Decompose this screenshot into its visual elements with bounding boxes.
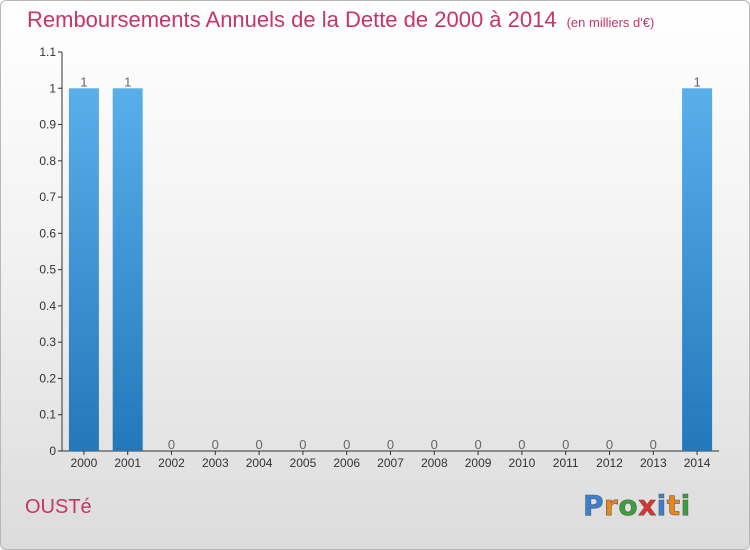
bar-2001 [112, 88, 143, 451]
axes: 0 0.1 0.2 0.3 0.4 0.5 0.6 0.7 0.8 0.9 1 1.1 2000 2001… [39, 45, 719, 470]
logo-letter: o [618, 489, 639, 523]
x-tick-label: 2009 [465, 456, 492, 470]
logo-letter: i [656, 489, 667, 523]
chart-title-text: Remboursements Annuels de la Dette de 20… [27, 7, 557, 32]
y-tick-label: 0.1 [39, 408, 56, 422]
x-tick-label: 2013 [640, 456, 667, 470]
data-label: 0 [562, 437, 569, 452]
y-tick-label: 0.9 [39, 118, 56, 132]
data-label: 0 [650, 437, 657, 452]
x-tick-label: 2002 [158, 456, 185, 470]
logo-letter: r [604, 489, 619, 523]
logo-letter: P [583, 489, 605, 523]
y-tick-label: 0.3 [39, 335, 56, 349]
y-tick-label: 0.2 [39, 371, 56, 385]
y-tick-label: 1 [49, 81, 56, 95]
y-tick-label: 0.6 [39, 226, 56, 240]
x-tick-label: 2014 [684, 456, 711, 470]
data-label: 0 [212, 437, 219, 452]
data-label: 0 [168, 437, 175, 452]
proxiti-logo: Proxiti [583, 489, 691, 523]
y-tick-label: 1.1 [39, 45, 56, 59]
data-label: 0 [299, 437, 306, 452]
x-tick-label: 2010 [509, 456, 536, 470]
y-tick-label: 0.7 [39, 190, 56, 204]
bars [68, 88, 713, 451]
y-tick-label: 0.4 [39, 299, 56, 313]
x-tick-label: 2005 [290, 456, 317, 470]
logo-letter: t [666, 489, 681, 523]
data-label: 0 [255, 437, 262, 452]
data-labels: 1 1 0 0 0 0 0 0 0 0 0 0 0 0 1 [80, 74, 700, 452]
x-tick-label: 2011 [553, 456, 579, 470]
x-tick-label: 2003 [202, 456, 229, 470]
data-label: 1 [693, 74, 700, 89]
data-label: 0 [343, 437, 350, 452]
x-tick-label: 2007 [377, 456, 404, 470]
x-tick-label: 2006 [333, 456, 360, 470]
y-tick-label: 0 [49, 444, 56, 458]
y-tick-label: 0.8 [39, 154, 56, 168]
data-label: 0 [606, 437, 613, 452]
chart-unit: (en milliers d'€) [566, 15, 655, 30]
logo-letter: x [638, 489, 657, 523]
x-tick-label: 2000 [71, 456, 98, 470]
data-label: 1 [124, 74, 131, 89]
x-tick-label: 2012 [596, 456, 623, 470]
bar-2014 [682, 88, 713, 451]
x-tick-label: 2001 [114, 456, 141, 470]
x-tick-label: 2008 [421, 456, 448, 470]
y-tick-label: 0.5 [39, 263, 56, 277]
data-label: 0 [387, 437, 394, 452]
data-label: 0 [474, 437, 481, 452]
bar-2000 [68, 88, 99, 451]
data-label: 1 [80, 74, 87, 89]
data-label: 0 [431, 437, 438, 452]
commune-name: OUSTé [25, 496, 92, 518]
chart-title: Remboursements Annuels de la Dette de 20… [27, 7, 654, 33]
logo-letter: i [680, 489, 691, 523]
x-tick-label: 2004 [246, 456, 273, 470]
data-label: 0 [518, 437, 525, 452]
